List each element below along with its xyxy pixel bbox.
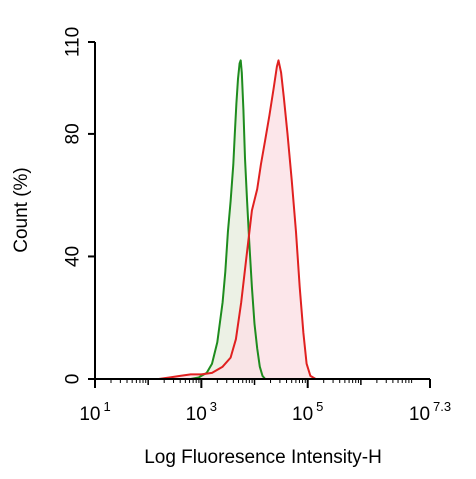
y-tick-label-110: 110: [63, 27, 84, 57]
axis-layer: [88, 41, 431, 388]
series-1-line: [158, 59, 324, 380]
label-layer: 0 40 80 110 10 1 10 3 10 5 10 7.3: [63, 27, 452, 425]
y-axis-title: Count (%): [11, 167, 32, 253]
y-tick-label-0: 0: [63, 374, 84, 385]
x-axis-title: Log Fluoresence Intensity-H: [144, 447, 382, 468]
y-tick-label-80: 80: [63, 123, 84, 144]
series-1-fill: [158, 60, 324, 380]
series-layer: [158, 59, 324, 380]
x-tick-label-3: 10 3: [186, 399, 217, 425]
x-tick-label-7.3: 10 7.3: [409, 399, 451, 425]
x-tick-label-1: 10 1: [79, 399, 110, 425]
x-tick-label-5: 10 5: [292, 399, 323, 425]
series-0-line: [180, 59, 271, 380]
y-tick-label-40: 40: [63, 246, 84, 267]
